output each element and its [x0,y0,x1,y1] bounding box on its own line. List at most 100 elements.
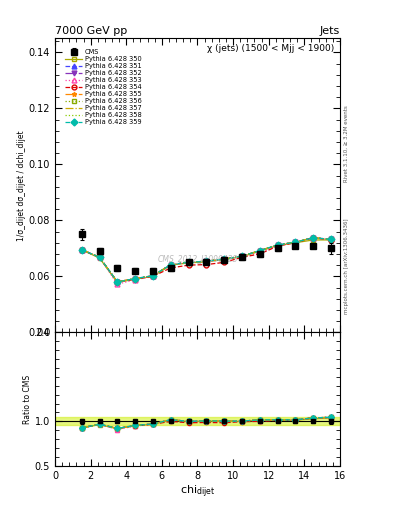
Pythia 6.428 352 [204,258,209,264]
Pythia 6.428 351 [115,279,120,285]
Pythia 6.428 356 [311,234,316,241]
Pythia 6.428 351 [311,234,316,241]
Line: Pythia 6.428 352: Pythia 6.428 352 [79,236,334,284]
Pythia 6.428 353 [240,253,244,259]
Pythia 6.428 350 [151,273,155,280]
Pythia 6.428 352 [169,262,173,268]
Pythia 6.428 358 [275,242,280,248]
Pythia 6.428 356 [79,247,84,253]
Pythia 6.428 355 [204,258,209,264]
Pythia 6.428 355 [329,237,333,243]
Pythia 6.428 357 [275,242,280,248]
Pythia 6.428 356 [240,253,244,259]
Pythia 6.428 359 [222,256,226,262]
Pythia 6.428 358 [133,275,138,282]
Pythia 6.428 356 [169,262,173,268]
Pythia 6.428 358 [293,239,298,245]
Pythia 6.428 351 [222,256,226,262]
Pythia 6.428 350 [329,237,333,243]
Pythia 6.428 359 [186,259,191,265]
Pythia 6.428 352 [186,259,191,265]
Pythia 6.428 358 [169,262,173,268]
Pythia 6.428 354 [115,279,120,285]
Pythia 6.428 356 [186,259,191,265]
Pythia 6.428 353 [293,239,298,245]
Pythia 6.428 351 [97,254,102,261]
Pythia 6.428 356 [115,279,120,285]
X-axis label: chi$_{\mathregular{dijet}}$: chi$_{\mathregular{dijet}}$ [180,483,215,500]
Pythia 6.428 354 [257,251,262,257]
Pythia 6.428 353 [97,254,102,261]
Pythia 6.428 357 [79,247,84,253]
Pythia 6.428 355 [151,273,155,279]
Pythia 6.428 359 [97,254,102,261]
Pythia 6.428 358 [257,247,262,253]
Pythia 6.428 353 [257,249,262,255]
Line: Pythia 6.428 359: Pythia 6.428 359 [79,236,334,284]
Pythia 6.428 355 [115,279,120,285]
Pythia 6.428 352 [222,256,226,262]
Pythia 6.428 357 [115,279,120,285]
Pythia 6.428 357 [222,256,226,262]
Pythia 6.428 355 [79,247,84,253]
Pythia 6.428 354 [329,237,333,243]
Pythia 6.428 357 [293,239,298,245]
Pythia 6.428 353 [204,258,209,264]
Pythia 6.428 350 [240,253,244,260]
Pythia 6.428 351 [293,239,298,245]
Pythia 6.428 358 [204,258,209,264]
Pythia 6.428 358 [151,273,155,279]
Pythia 6.428 357 [186,259,191,265]
Text: Rivet 3.1.10, ≥ 3.2M events: Rivet 3.1.10, ≥ 3.2M events [344,105,349,182]
Pythia 6.428 358 [311,234,316,241]
Pythia 6.428 354 [204,262,209,268]
Pythia 6.428 354 [275,243,280,249]
Pythia 6.428 351 [240,253,244,259]
Pythia 6.428 353 [115,281,120,287]
Text: mcplots.cern.ch [arXiv:1306.3436]: mcplots.cern.ch [arXiv:1306.3436] [344,219,349,314]
Pythia 6.428 356 [151,273,155,279]
Pythia 6.428 353 [133,276,138,283]
Pythia 6.428 355 [311,234,316,241]
Pythia 6.428 351 [186,259,191,265]
Bar [55,417,340,425]
Y-axis label: 1/σ_dijet dσ_dijet / dchi_dijet: 1/σ_dijet dσ_dijet / dchi_dijet [17,130,26,241]
Pythia 6.428 359 [311,234,316,241]
Pythia 6.428 353 [151,273,155,280]
Pythia 6.428 353 [329,237,333,243]
Pythia 6.428 359 [151,273,155,279]
Pythia 6.428 354 [293,240,298,246]
Pythia 6.428 355 [240,253,244,259]
Pythia 6.428 351 [151,273,155,279]
Pythia 6.428 359 [329,237,333,243]
Pythia 6.428 355 [186,259,191,265]
Pythia 6.428 350 [311,237,316,243]
Pythia 6.428 359 [293,239,298,245]
Line: Pythia 6.428 350: Pythia 6.428 350 [79,238,334,285]
Pythia 6.428 354 [222,259,226,265]
Line: Pythia 6.428 353: Pythia 6.428 353 [79,236,334,287]
Pythia 6.428 356 [97,254,102,261]
Pythia 6.428 359 [204,258,209,264]
Pythia 6.428 358 [115,279,120,285]
Pythia 6.428 355 [133,275,138,282]
Pythia 6.428 350 [186,260,191,266]
Pythia 6.428 352 [329,237,333,243]
Pythia 6.428 358 [222,256,226,262]
Pythia 6.428 358 [240,253,244,259]
Pythia 6.428 356 [257,247,262,253]
Pythia 6.428 350 [115,280,120,286]
Pythia 6.428 357 [169,262,173,268]
Pythia 6.428 356 [293,239,298,245]
Pythia 6.428 355 [97,254,102,261]
Pythia 6.428 355 [169,262,173,268]
Pythia 6.428 357 [133,275,138,282]
Pythia 6.428 350 [257,248,262,254]
Pythia 6.428 354 [151,273,155,280]
Pythia 6.428 354 [311,234,316,241]
Pythia 6.428 354 [133,276,138,282]
Pythia 6.428 359 [115,279,120,285]
Pythia 6.428 357 [311,234,316,241]
Pythia 6.428 356 [204,258,209,264]
Pythia 6.428 350 [79,247,84,253]
